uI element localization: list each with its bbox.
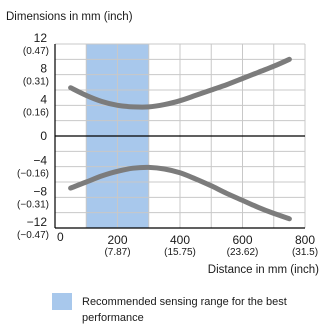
x-tick-sublabel: (31.5) — [292, 247, 318, 258]
x-tick-label: 200 — [107, 233, 127, 247]
chart: Dimensions in mm (inch) 12(0.47) 8(0.31) 4… — [6, 11, 319, 276]
y-tick-sublabel: (−0.16) — [17, 169, 49, 180]
y-tick-label: 0 — [40, 129, 47, 143]
legend-swatch — [52, 293, 72, 310]
y-tick-sublabel: (0.47) — [23, 46, 49, 57]
y-tick-label: −12 — [27, 215, 48, 229]
lower-boundary-curve — [68, 164, 292, 222]
y-tick-sublabel: (0.16) — [23, 107, 49, 118]
x-tick-label: 400 — [170, 233, 190, 247]
chart-title: Dimensions in mm (inch) — [6, 11, 133, 23]
y-tick-label: 8 — [40, 62, 47, 76]
upper-boundary-curve — [68, 56, 292, 110]
y-tick-sublabel: (0.31) — [23, 77, 49, 88]
x-tick-label: 800 — [295, 233, 315, 247]
x-axis-label: Distance in mm (inch) — [208, 264, 319, 276]
x-tick-sublabel: (7.87) — [104, 247, 130, 258]
y-tick-sublabel: (−0.31) — [17, 199, 49, 210]
y-tick-sublabel: (−0.47) — [17, 230, 49, 241]
x-tick-sublabel: (15.75) — [164, 247, 196, 258]
x-tick-label: 0 — [57, 230, 64, 244]
x-tick-label: 600 — [232, 233, 252, 247]
y-tick-label: 12 — [34, 31, 48, 45]
y-tick-label: −4 — [33, 154, 47, 168]
y-tick-label: 4 — [40, 92, 47, 106]
y-tick-label: −8 — [33, 184, 47, 198]
legend-label: Recommended sensing range for the best p… — [82, 296, 287, 324]
x-tick-sublabel: (23.62) — [227, 247, 259, 258]
